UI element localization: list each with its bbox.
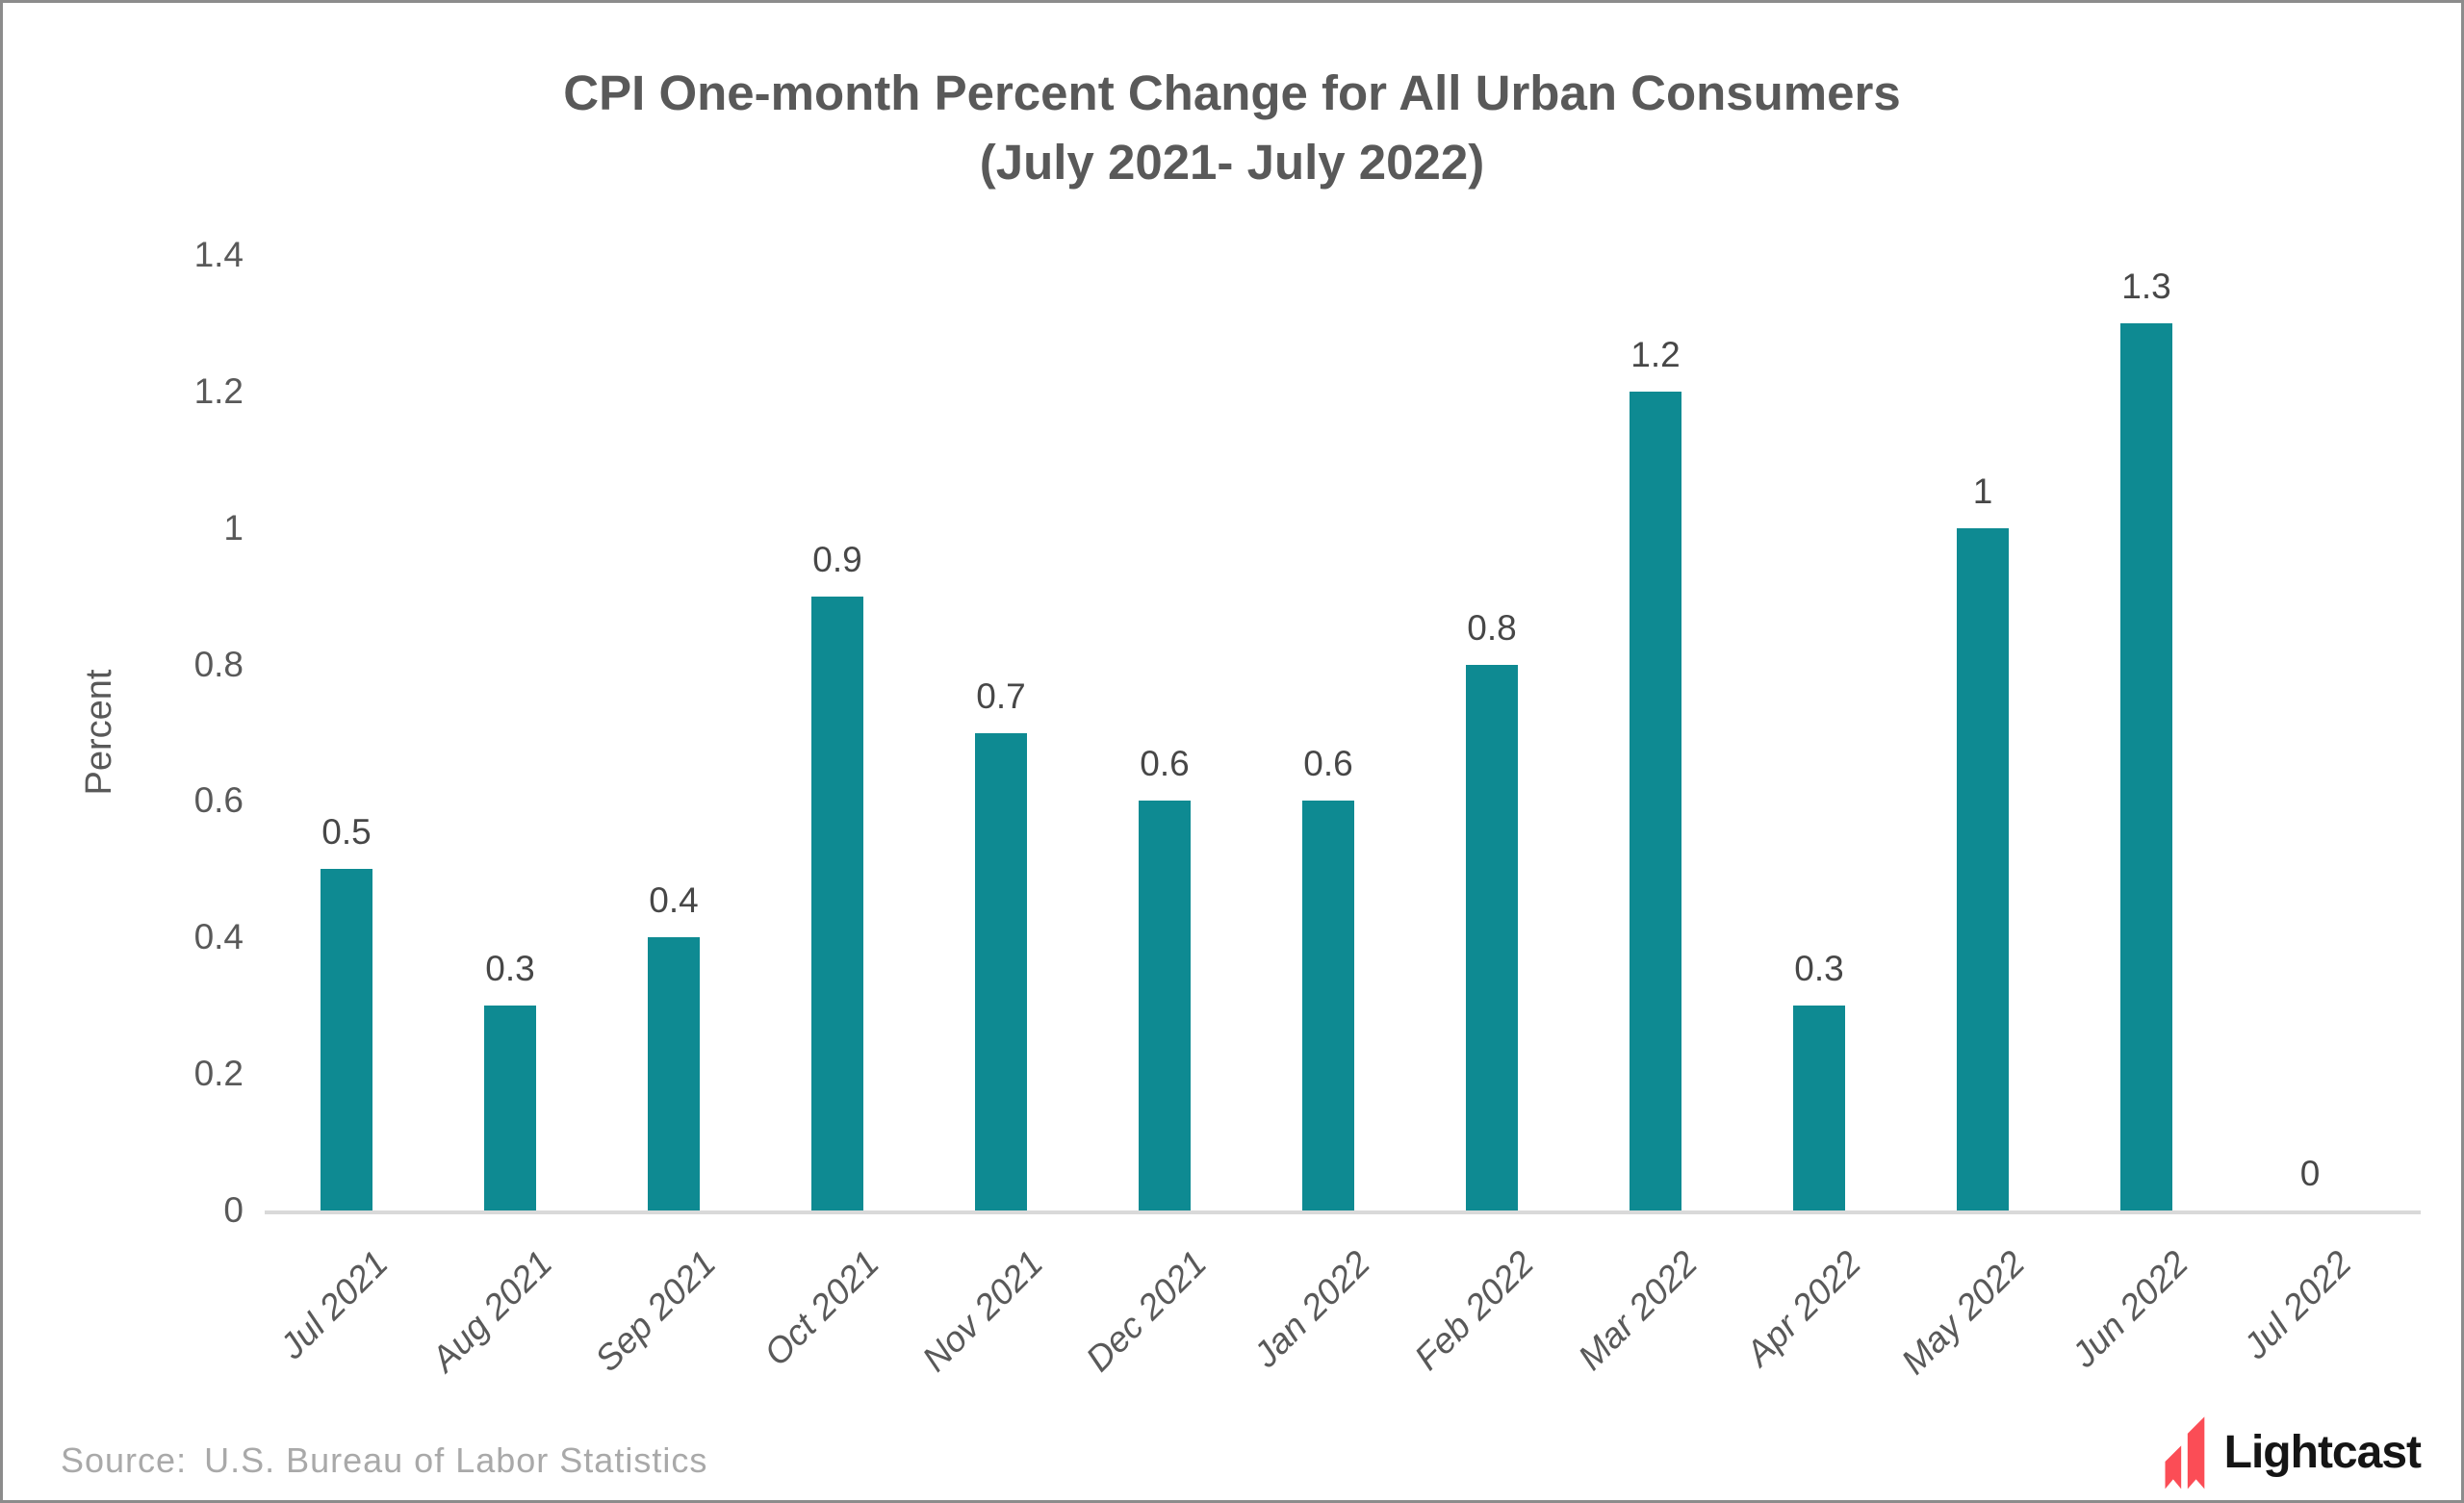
y-tick-label-1.4: 1.4 bbox=[193, 235, 244, 274]
source-text: U.S. Bureau of Labor Statistics bbox=[204, 1440, 708, 1480]
bar-dec-2021 bbox=[1139, 801, 1191, 1210]
data-label-jan-2022: 0.6 bbox=[1303, 744, 1353, 784]
y-tick-label-0.8: 0.8 bbox=[193, 644, 244, 684]
x-tick-label-jul-2021: Jul 2021 bbox=[272, 1243, 396, 1366]
x-tick-label-aug-2021: Aug 2021 bbox=[423, 1243, 559, 1380]
bar-jan-2022 bbox=[1302, 801, 1354, 1210]
chart-title: CPI One-month Percent Change for All Urb… bbox=[3, 59, 2461, 197]
bar-aug-2021 bbox=[484, 1006, 536, 1210]
source-label: Source: bbox=[61, 1440, 188, 1480]
bar-jul-2021 bbox=[321, 869, 372, 1210]
x-tick-label-apr-2022: Apr 2022 bbox=[1737, 1243, 1868, 1374]
x-tick-label-jan-2022: Jan 2022 bbox=[1245, 1243, 1377, 1375]
data-label-aug-2021: 0.3 bbox=[485, 949, 535, 989]
plot-area: Percent 0 0.2 0.4 0.6 0.8 1 1.2 1.4 0.5 Jul 2021 0… bbox=[3, 3, 2461, 1500]
bar-feb-2022 bbox=[1466, 664, 1518, 1210]
y-tick-label-1.2: 1.2 bbox=[193, 370, 244, 411]
data-label-dec-2021: 0.6 bbox=[1140, 744, 1190, 784]
bar-nov-2021 bbox=[975, 732, 1027, 1210]
data-label-oct-2021: 0.9 bbox=[812, 539, 862, 579]
y-tick-label-0.6: 0.6 bbox=[193, 780, 244, 821]
x-tick-label-nov-2021: Nov 2021 bbox=[914, 1243, 1050, 1379]
x-axis-line bbox=[265, 1210, 2421, 1214]
bar-sep-2021 bbox=[648, 937, 700, 1210]
bar-oct-2021 bbox=[811, 596, 863, 1210]
x-tick-label-oct-2021: Oct 2021 bbox=[756, 1243, 886, 1374]
data-label-feb-2022: 0.8 bbox=[1467, 607, 1517, 648]
y-tick-label-1: 1 bbox=[223, 507, 244, 548]
data-label-apr-2022: 0.3 bbox=[1794, 949, 1844, 989]
x-tick-label-mar-2022: Mar 2022 bbox=[1570, 1243, 1705, 1378]
lightcast-logo-text: Lightcast bbox=[2223, 1426, 2422, 1478]
data-label-jun-2022: 1.3 bbox=[2121, 266, 2171, 306]
chart-title-line-2: (July 2021- July 2022) bbox=[979, 135, 1485, 190]
source-note: Source: U.S. Bureau of Labor Statistics bbox=[61, 1440, 707, 1481]
x-tick-label-sep-2021: Sep 2021 bbox=[586, 1243, 723, 1380]
chart-title-line-1: CPI One-month Percent Change for All Urb… bbox=[563, 65, 1901, 120]
data-label-mar-2022: 1.2 bbox=[1630, 334, 1681, 374]
lightcast-logo: Lightcast bbox=[2163, 1406, 2422, 1498]
y-tick-label-0.2: 0.2 bbox=[193, 1054, 244, 1094]
x-tick-label-jun-2022: Jun 2022 bbox=[2064, 1243, 2195, 1375]
data-label-may-2022: 1 bbox=[1972, 471, 1993, 511]
bar-may-2022 bbox=[1957, 527, 2009, 1210]
y-axis-title: Percent bbox=[79, 669, 119, 796]
data-label-jul-2022: 0 bbox=[2299, 1154, 2321, 1193]
data-label-sep-2021: 0.4 bbox=[649, 880, 699, 921]
y-tick-label-0.4: 0.4 bbox=[193, 917, 244, 957]
bar-jun-2022 bbox=[2120, 322, 2172, 1210]
data-label-nov-2021: 0.7 bbox=[976, 675, 1026, 716]
bar-apr-2022 bbox=[1793, 1006, 1845, 1210]
bar-mar-2022 bbox=[1630, 391, 1681, 1210]
y-tick-label-0: 0 bbox=[223, 1190, 244, 1230]
lightcast-arrows-icon bbox=[2165, 1416, 2204, 1490]
x-tick-label-dec-2021: Dec 2021 bbox=[1078, 1243, 1214, 1379]
x-tick-label-jul-2022: Jul 2022 bbox=[2236, 1243, 2359, 1366]
x-tick-label-feb-2022: Feb 2022 bbox=[1406, 1243, 1541, 1378]
data-label-jul-2021: 0.5 bbox=[321, 812, 372, 853]
x-tick-label-may-2022: May 2022 bbox=[1893, 1243, 2032, 1382]
